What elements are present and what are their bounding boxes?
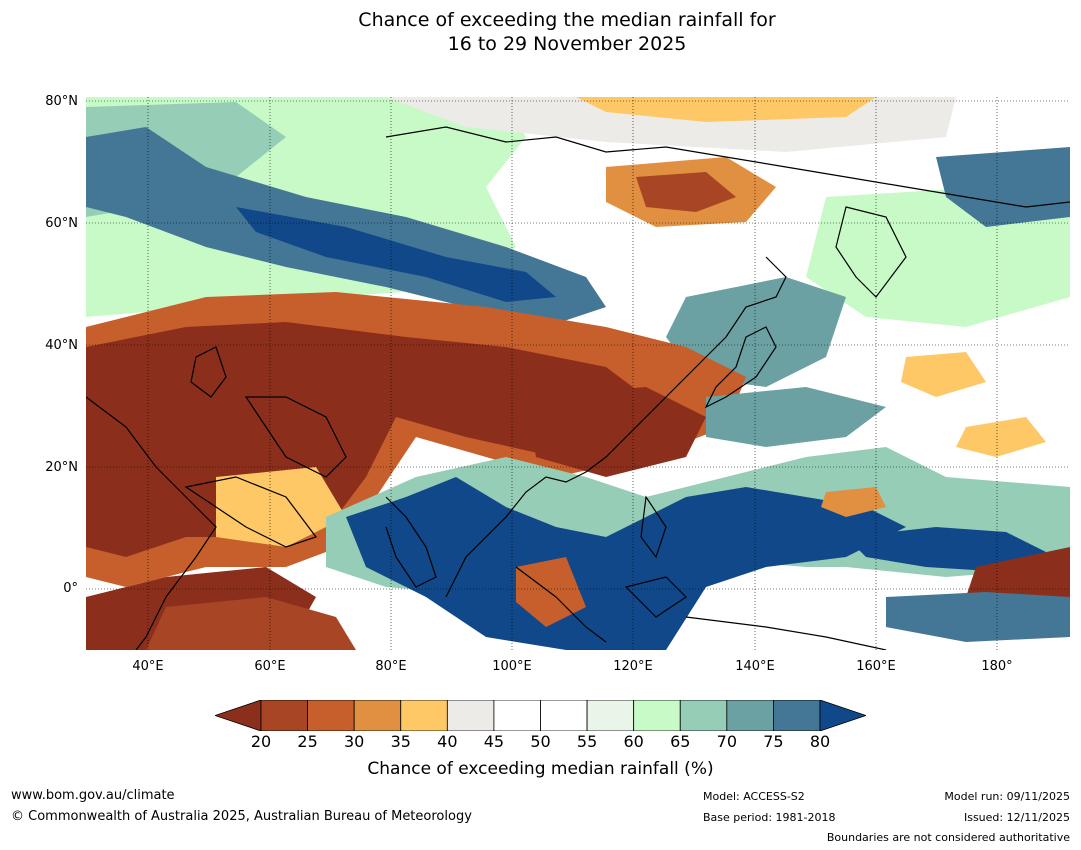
- lat-label-0: 0°: [63, 581, 78, 596]
- colorbar-box-60-65: [633, 699, 681, 732]
- graticule: [86, 97, 1070, 650]
- colorbar-box-50-55: [540, 699, 588, 732]
- footer-copyright: © Commonwealth of Australia 2025, Austra…: [11, 809, 472, 824]
- coastline-maritime: [515, 495, 887, 650]
- region-pacific-north-blue: [936, 147, 1070, 227]
- lon-label-60e: 60°E: [254, 659, 286, 674]
- colorbar-tick-40: 40: [437, 732, 458, 751]
- coastline-africa-arabia: [86, 396, 317, 650]
- region-siberia-dark: [236, 207, 556, 302]
- colorbar-label: Chance of exceeding median rainfall (%): [367, 759, 714, 779]
- coastline-caspian: [190, 346, 227, 398]
- lon-label-180: 180°: [981, 659, 1013, 674]
- lat-label-40n: 40°N: [45, 338, 78, 353]
- region-pacific-orange-1: [901, 352, 986, 397]
- colorbar-tick-55: 55: [576, 732, 598, 751]
- region-pacific-orange-2: [956, 417, 1046, 457]
- footer-base-period: Base period: 1981-2018: [703, 811, 836, 824]
- colorbar: [213, 699, 868, 732]
- region-pacific-orange-3: [821, 487, 886, 517]
- colorbar-box-70-75: [726, 699, 774, 732]
- colorbar-graphic: [213, 699, 868, 732]
- colorbar-box-55-60: [586, 699, 635, 732]
- colorbar-tick-25: 25: [297, 732, 318, 751]
- colorbar-tick-80: 80: [809, 732, 831, 751]
- lon-label-140e: 140°E: [735, 659, 775, 674]
- colorbar-tick-30: 30: [343, 732, 365, 751]
- lat-label-60n: 60°N: [45, 216, 78, 231]
- footer-model: Model: ACCESS-S2: [703, 790, 805, 803]
- colorbar-box-20-25: [260, 699, 308, 732]
- map-title-line-2: 16 to 29 November 2025: [447, 33, 687, 55]
- map-canvas: [86, 97, 1070, 650]
- footer-disclaimer: Boundaries are not considered authoritat…: [826, 831, 1070, 844]
- colorbar-box-45-50: [493, 699, 541, 732]
- footer-model-run: Model run: 09/11/2025: [944, 790, 1070, 803]
- lat-label-20n: 20°N: [45, 460, 78, 475]
- region-china-dry-brown: [526, 387, 706, 477]
- colorbar-tick-65: 65: [670, 732, 691, 751]
- region-pacific-wet-band: [846, 527, 1046, 572]
- lat-label-80n: 80°N: [45, 94, 78, 109]
- map-title-line-1: Chance of exceeding the median rainfall …: [358, 9, 776, 31]
- lon-label-80e: 80°E: [375, 659, 407, 674]
- region-arabia-orange: [216, 467, 346, 547]
- region-indian-ocean-dry: [146, 597, 356, 650]
- colorbar-tick-45: 45: [483, 732, 505, 751]
- region-pacific-wet-south: [886, 592, 1070, 642]
- rainfall-probability-map: [86, 97, 1070, 650]
- lon-label-40e: 40°E: [132, 659, 164, 674]
- lon-label-120e: 120°E: [613, 659, 653, 674]
- colorbar-extend-low: [213, 699, 262, 732]
- map-title: Chance of exceeding the median rainfall …: [0, 8, 1081, 56]
- colorbar-box-40-45: [446, 699, 495, 732]
- footer-website: www.bom.gov.au/climate: [11, 788, 175, 803]
- colorbar-box-25-30: [307, 699, 355, 732]
- coastline-japan: [704, 326, 777, 409]
- region-yakutia-brown: [636, 172, 736, 212]
- lon-label-100e: 100°E: [492, 659, 532, 674]
- colorbar-box-35-40: [400, 699, 448, 732]
- coastline-kamchatka: [835, 206, 907, 298]
- region-bay-of-bengal-blue: [346, 477, 906, 650]
- lon-label-160e: 160°E: [856, 659, 896, 674]
- colorbar-tick-20: 20: [250, 732, 272, 751]
- footer-issued: Issued: 12/11/2025: [963, 811, 1070, 824]
- colorbar-box-75-80: [773, 699, 821, 732]
- colorbar-tick-70: 70: [716, 732, 737, 751]
- coastline-east-asia: [244, 126, 1070, 598]
- colorbar-tick-35: 35: [390, 732, 411, 751]
- colorbar-tick-75: 75: [763, 732, 784, 751]
- colorbar-tick-60: 60: [623, 732, 644, 751]
- colorbar-box-65-70: [679, 699, 728, 732]
- colorbar-tick-50: 50: [530, 732, 551, 751]
- colorbar-box-30-35: [353, 699, 402, 732]
- region-pacific-lightblue: [706, 387, 886, 447]
- colorbar-extend-high: [819, 699, 868, 732]
- region-arctic-orange: [576, 97, 876, 122]
